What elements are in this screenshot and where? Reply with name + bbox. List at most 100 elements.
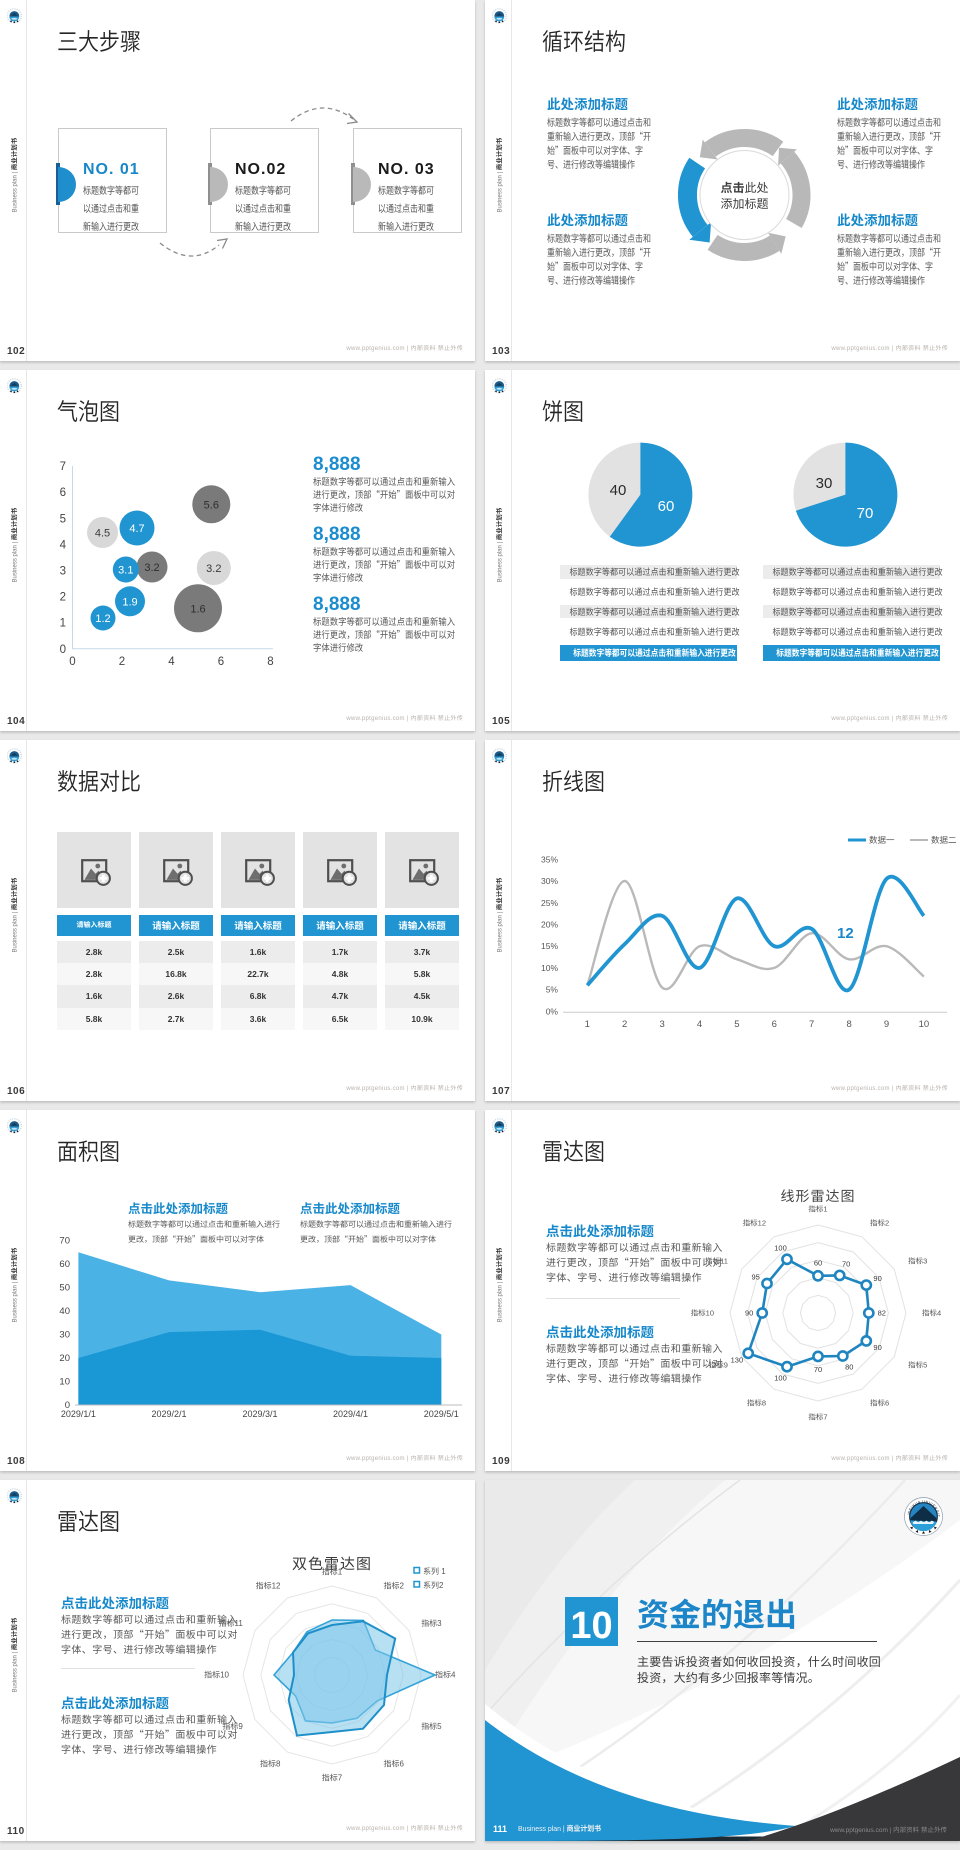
svg-text:95: 95 [752,1272,760,1283]
svg-text:2029/1/1: 2029/1/1 [61,1407,96,1420]
svg-text:3.2: 3.2 [206,560,221,576]
svg-text:4: 4 [168,653,175,669]
svg-text:130: 130 [731,1354,744,1365]
svg-text:10%: 10% [541,962,558,974]
svg-text:6: 6 [60,484,66,500]
svg-text:添加标题: 添加标题 [720,195,768,212]
svg-text:2: 2 [60,589,66,605]
svg-text:0%: 0% [546,1005,559,1017]
svg-text:0: 0 [65,1397,70,1411]
svg-text:指标7: 指标7 [322,1773,343,1784]
svg-text:指标9: 指标9 [709,1360,728,1371]
svg-text:3: 3 [60,563,66,579]
svg-text:系列 1: 系列 1 [423,1566,446,1577]
svg-text:9: 9 [884,1016,889,1030]
svg-text:指标5: 指标5 [908,1360,927,1371]
svg-text:1.2: 1.2 [95,610,110,626]
svg-text:35%: 35% [541,853,558,865]
svg-text:0: 0 [69,653,75,669]
svg-text:数据一: 数据一 [869,834,895,846]
svg-text:90: 90 [745,1308,753,1319]
svg-text:1: 1 [60,615,66,631]
svg-text:2: 2 [622,1016,627,1030]
svg-text:20: 20 [59,1350,70,1364]
svg-text:0: 0 [60,641,66,657]
svg-text:100: 100 [774,1243,787,1254]
svg-text:4: 4 [60,536,67,552]
svg-text:指标4: 指标4 [922,1308,941,1319]
svg-text:5.6: 5.6 [204,496,219,512]
svg-text:系列2: 系列2 [423,1580,444,1591]
svg-text:60: 60 [59,1256,70,1270]
svg-text:5: 5 [60,510,66,526]
svg-text:40: 40 [59,1303,70,1317]
svg-text:指标1: 指标1 [322,1567,343,1578]
svg-text:指标11: 指标11 [705,1256,728,1267]
svg-text:4.5: 4.5 [95,525,110,541]
svg-text:指标8: 指标8 [747,1398,766,1409]
svg-text:100: 100 [774,1373,787,1384]
svg-text:指标1: 指标1 [808,1204,827,1215]
svg-text:指标4: 指标4 [435,1670,456,1681]
svg-text:12: 12 [837,922,854,943]
svg-text:指标5: 指标5 [421,1721,442,1732]
svg-text:指标7: 指标7 [808,1412,827,1423]
svg-text:70: 70 [842,1259,850,1270]
svg-text:指标3: 指标3 [421,1618,442,1629]
svg-text:点击此处: 点击此处 [720,179,768,196]
svg-text:70: 70 [814,1364,822,1375]
svg-text:指标8: 指标8 [260,1759,281,1770]
svg-text:90: 90 [873,1342,881,1353]
svg-text:82: 82 [878,1308,886,1319]
svg-text:指标10: 指标10 [691,1308,714,1319]
svg-text:60: 60 [814,1257,822,1268]
svg-text:指标2: 指标2 [384,1580,405,1591]
svg-text:2029/5/1: 2029/5/1 [424,1407,459,1420]
svg-text:指标9: 指标9 [222,1721,243,1732]
svg-text:15%: 15% [541,940,558,952]
svg-text:70: 70 [857,502,874,523]
svg-text:指标10: 指标10 [204,1670,229,1681]
svg-text:25%: 25% [541,897,558,909]
svg-text:6: 6 [218,653,224,669]
svg-text:指标6: 指标6 [870,1398,889,1409]
svg-text:4.7: 4.7 [129,520,144,536]
svg-text:1.9: 1.9 [122,593,137,609]
svg-text:指标12: 指标12 [256,1580,281,1591]
svg-text:70: 70 [59,1233,70,1247]
svg-text:30: 30 [816,472,833,493]
svg-text:2: 2 [119,653,125,669]
svg-text:2029/3/1: 2029/3/1 [242,1407,277,1420]
svg-text:10: 10 [59,1374,70,1388]
svg-text:指标3: 指标3 [908,1256,927,1267]
svg-text:90: 90 [873,1273,881,1284]
svg-text:40: 40 [610,479,627,500]
svg-text:7: 7 [809,1016,814,1030]
svg-text:指标12: 指标12 [743,1217,766,1228]
svg-text:7: 7 [60,458,66,474]
svg-text:5: 5 [734,1016,739,1030]
svg-text:3.1: 3.1 [118,562,133,578]
svg-text:2029/2/1: 2029/2/1 [151,1407,186,1420]
svg-text:3: 3 [659,1016,664,1030]
svg-text:30: 30 [59,1327,70,1341]
svg-text:8: 8 [267,653,273,669]
svg-text:80: 80 [845,1362,853,1373]
svg-text:20%: 20% [541,919,558,931]
svg-text:2029/4/1: 2029/4/1 [333,1407,368,1420]
svg-text:60: 60 [658,495,675,516]
svg-text:1.6: 1.6 [190,600,205,616]
svg-text:数据二: 数据二 [931,834,957,846]
svg-text:3.2: 3.2 [144,559,159,575]
svg-text:6: 6 [772,1016,777,1030]
svg-text:10: 10 [919,1016,930,1030]
svg-text:5%: 5% [546,984,559,996]
svg-text:8: 8 [846,1016,851,1030]
svg-text:50: 50 [59,1280,70,1294]
svg-text:1: 1 [585,1016,590,1030]
svg-text:4: 4 [697,1016,702,1030]
svg-text:指标6: 指标6 [384,1759,405,1770]
svg-text:指标2: 指标2 [870,1217,889,1228]
svg-text:指标11: 指标11 [218,1618,243,1629]
svg-text:30%: 30% [541,875,558,887]
